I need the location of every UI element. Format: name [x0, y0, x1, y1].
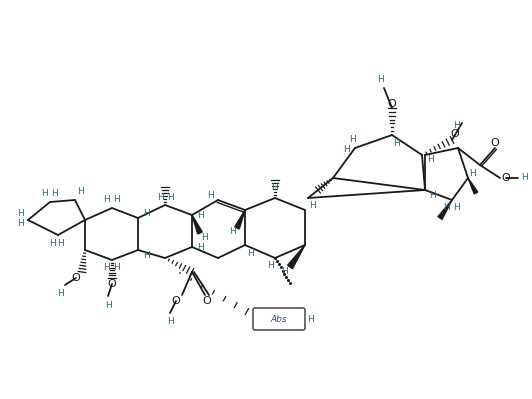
- Polygon shape: [235, 210, 245, 229]
- Text: H: H: [114, 263, 120, 273]
- Text: H: H: [310, 201, 317, 209]
- Text: H: H: [41, 190, 48, 198]
- Text: O: O: [491, 138, 500, 148]
- Text: H: H: [197, 211, 203, 219]
- Text: H: H: [104, 263, 110, 273]
- Polygon shape: [287, 245, 305, 269]
- Text: O: O: [172, 296, 180, 306]
- Text: H: H: [114, 196, 120, 205]
- Text: H: H: [104, 196, 110, 205]
- Polygon shape: [438, 200, 452, 219]
- Text: H: H: [430, 190, 436, 200]
- Text: H: H: [454, 203, 460, 213]
- Text: H: H: [470, 168, 476, 178]
- Text: O: O: [72, 273, 80, 283]
- Text: H: H: [16, 219, 23, 227]
- Text: H: H: [56, 288, 63, 298]
- Text: H: H: [57, 239, 64, 247]
- Text: H: H: [197, 243, 203, 251]
- Text: H: H: [77, 188, 84, 196]
- Text: H: H: [444, 203, 451, 213]
- Text: O: O: [203, 296, 211, 306]
- Text: H: H: [156, 192, 163, 201]
- Text: H: H: [105, 300, 111, 310]
- Text: H: H: [143, 209, 149, 217]
- Text: H: H: [521, 174, 527, 182]
- Text: H: H: [167, 192, 173, 201]
- Text: H: H: [143, 251, 149, 259]
- Text: O: O: [107, 279, 117, 289]
- Text: H: H: [378, 75, 385, 85]
- Text: O: O: [451, 129, 459, 139]
- Text: O: O: [502, 173, 510, 183]
- Text: H: H: [247, 249, 253, 257]
- Text: Abs: Abs: [271, 314, 287, 324]
- Polygon shape: [468, 178, 478, 194]
- Text: H: H: [267, 261, 273, 271]
- Text: O: O: [388, 99, 396, 109]
- Text: H: H: [16, 209, 23, 219]
- FancyBboxPatch shape: [253, 308, 305, 330]
- Text: H: H: [201, 233, 207, 241]
- Text: H: H: [206, 190, 213, 200]
- Text: H: H: [307, 314, 314, 324]
- Text: H: H: [344, 146, 351, 154]
- Text: H: H: [49, 239, 56, 247]
- Text: H: H: [230, 227, 236, 237]
- Text: H: H: [350, 136, 356, 144]
- Text: H: H: [453, 120, 459, 130]
- Text: H: H: [167, 316, 173, 326]
- Text: H: H: [272, 184, 278, 192]
- Text: H: H: [281, 267, 288, 275]
- Polygon shape: [192, 215, 202, 234]
- Text: H: H: [52, 190, 59, 198]
- Text: H: H: [394, 138, 401, 148]
- Text: H: H: [427, 156, 434, 164]
